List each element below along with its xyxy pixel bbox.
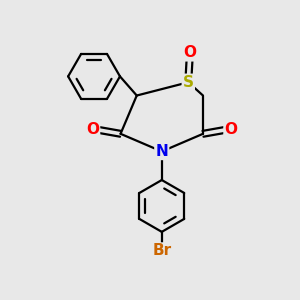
Text: O: O: [224, 122, 238, 137]
Text: O: O: [183, 45, 196, 60]
Text: O: O: [86, 122, 99, 137]
Text: N: N: [155, 144, 168, 159]
Text: S: S: [183, 75, 194, 90]
Text: Br: Br: [152, 244, 171, 259]
